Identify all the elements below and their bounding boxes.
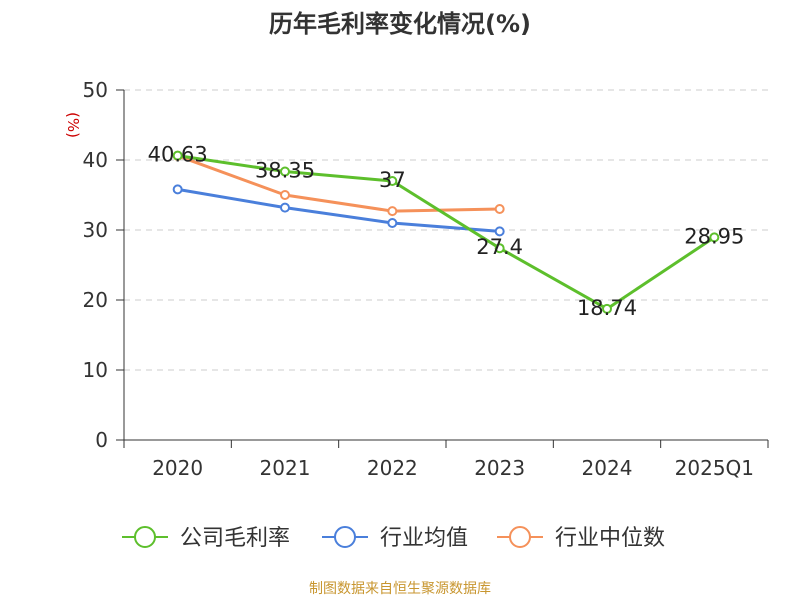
data-label: 40.63: [148, 143, 208, 167]
data-point: [494, 243, 505, 254]
legend-label: 公司毛利率: [180, 526, 290, 551]
y-tick-label: 10: [83, 358, 108, 382]
y-tick-label: 0: [95, 428, 108, 452]
chart-title: 历年毛利率变化情况(%): [269, 10, 531, 38]
data-point: [709, 232, 720, 243]
data-label: 28.95: [684, 224, 744, 248]
data-point: [602, 303, 612, 314]
series-line: [177, 154, 716, 311]
grid-lines: [124, 89, 768, 371]
data-point: [387, 176, 398, 186]
data-point: [494, 204, 505, 214]
x-tick-label: 2024: [582, 456, 633, 480]
y-axis-label: (%): [64, 112, 82, 138]
x-tick-label: 2021: [260, 456, 311, 480]
legend: 公司毛利率 行业均值 行业中位数: [122, 526, 665, 551]
data-point: [280, 166, 290, 177]
y-tick-label: 30: [83, 218, 108, 242]
legend-marker: [509, 526, 531, 548]
x-tick-label: 2025Q1: [675, 456, 754, 480]
data-point: [280, 190, 290, 200]
legend-label: 行业均值: [380, 526, 468, 551]
y-tick-label: 50: [83, 78, 108, 102]
axes: 0 10 20 30 40 50 2020 2021 2022 2023 2024 2025Q1 (%): [64, 78, 769, 480]
legend-marker: [334, 526, 356, 548]
data-point: [172, 150, 183, 161]
x-tick-label: 2023: [474, 456, 525, 480]
legend-label: 行业中位数: [555, 526, 665, 551]
data-point: [172, 184, 183, 195]
data-label: 18.74: [577, 296, 637, 320]
data-label: 38.35: [255, 159, 315, 183]
data-label: 37: [379, 168, 406, 192]
legend-marker: [134, 526, 156, 548]
series-lines: [172, 150, 720, 314]
series-line: [177, 187, 500, 233]
data-point: [494, 226, 505, 237]
series-line: [177, 154, 500, 213]
data-label: 27.4: [476, 235, 523, 259]
x-tick-label: 2022: [367, 456, 418, 480]
y-tick-label: 40: [83, 148, 108, 172]
data-point: [280, 202, 290, 213]
x-tick-label: 2020: [152, 456, 203, 480]
data-point: [387, 206, 398, 217]
y-tick-label: 20: [83, 288, 108, 312]
data-point: [387, 218, 398, 228]
source-note: 制图数据来自恒生聚源数据库: [309, 581, 491, 597]
data-labels: 40.63 38.35 37 27.4 18.74 28.95: [148, 143, 745, 320]
